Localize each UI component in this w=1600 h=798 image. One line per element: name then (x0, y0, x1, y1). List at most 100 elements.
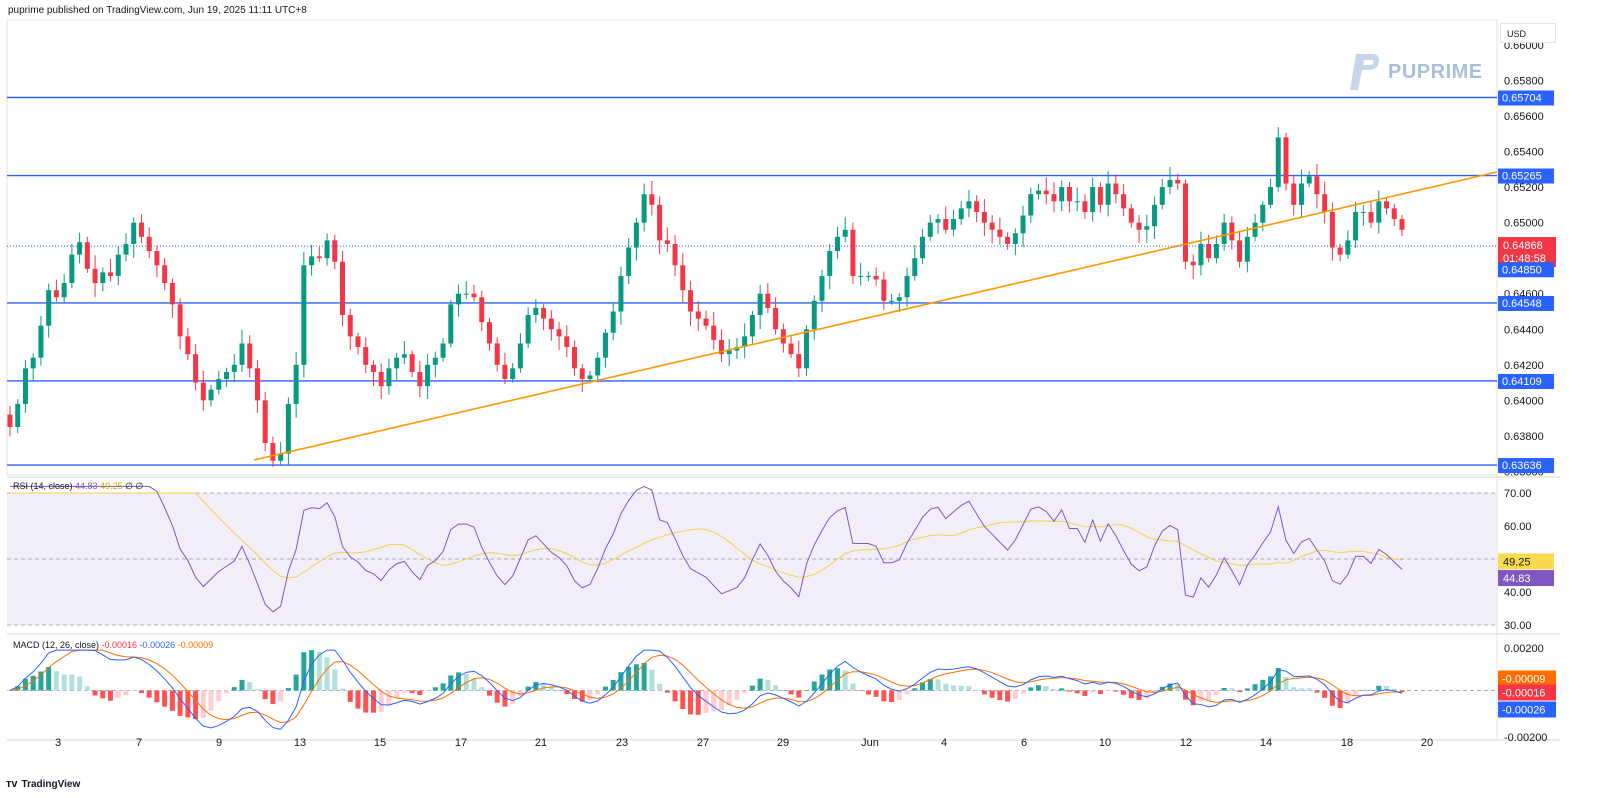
macd-hist-bar (486, 690, 492, 696)
candle-body (486, 322, 492, 344)
candle-body (1090, 187, 1096, 212)
candle-body (401, 354, 407, 358)
macd-hist-bar (479, 687, 485, 691)
macd-hist-bar (301, 652, 307, 691)
candle-body (541, 307, 547, 319)
trendline (253, 171, 1498, 461)
candle-body (61, 283, 67, 298)
level-badge-label: 0.65704 (1502, 92, 1542, 104)
price-badge-label: 0.64850 (1502, 264, 1542, 276)
macd-hist-bar (1244, 688, 1250, 691)
candle-body (811, 300, 817, 330)
macd-hist-bar (278, 690, 284, 702)
macd-hist-bar (1036, 685, 1042, 691)
macd-hist-bar (811, 681, 817, 691)
macd-hist-bar (1198, 690, 1204, 702)
candle-body (1345, 240, 1351, 255)
candle-body (989, 222, 995, 230)
macd-hist-bar (448, 675, 454, 691)
candle-body (154, 251, 160, 266)
macd-hist-bar (780, 690, 786, 691)
macd-hist-bar (1384, 686, 1390, 691)
time-tick-label: 3 (55, 737, 61, 749)
macd-hist-bar (1105, 690, 1111, 691)
macd-hist-bar (1376, 685, 1382, 691)
candle-body (881, 279, 887, 301)
candle-body (1182, 183, 1188, 262)
macd-hist-bar (61, 674, 67, 691)
macd-badge (1498, 701, 1556, 718)
candle-body (858, 275, 864, 277)
candle-body (1229, 222, 1235, 241)
macd-badge (1498, 670, 1556, 687)
macd-line (9, 649, 1403, 730)
candle-body (1167, 179, 1173, 188)
candle-body (672, 243, 678, 266)
brand-watermark: PUPRIME (1346, 52, 1483, 92)
macd-tick-label: 0.00200 (1504, 643, 1544, 655)
candle-body (1066, 187, 1072, 202)
macd-hist-bar (842, 670, 848, 691)
candle-body (1298, 183, 1304, 205)
candle-body (1121, 194, 1127, 209)
candle-body (1028, 194, 1034, 216)
last-price-label: 0.64868 (1503, 240, 1543, 252)
candle-body (1059, 187, 1065, 202)
candle-body (22, 368, 28, 404)
macd-hist-bar (254, 689, 260, 691)
candle-body (595, 357, 601, 376)
candle-body (950, 219, 956, 230)
macd-hist-bar (1329, 690, 1335, 706)
macd-hist-bar (293, 674, 299, 691)
macd-hist-bar (873, 690, 879, 697)
candle-body (788, 343, 794, 355)
macd-hist-bar (494, 690, 500, 703)
candle-body (7, 414, 13, 428)
candle-body (889, 300, 895, 302)
time-tick-label: 23 (616, 737, 628, 749)
macd-hist-bar (1260, 679, 1266, 691)
macd-hist-bar (935, 679, 941, 691)
macd-hist-bar (1113, 690, 1119, 692)
candle-body (270, 443, 276, 461)
macd-hist-bar (695, 690, 701, 715)
level-badge (1498, 168, 1554, 184)
candle-body (1036, 190, 1042, 195)
macd-hist-bar (1399, 690, 1405, 692)
price-tick-label: 0.65000 (1504, 218, 1544, 230)
macd-hist-bar (270, 690, 276, 705)
candle-body (657, 204, 663, 241)
macd-hist-bar (850, 683, 856, 691)
macd-hist-bar (649, 669, 655, 691)
currency-selector[interactable]: USD (1500, 23, 1556, 43)
macd-hist-bar (1152, 690, 1158, 693)
candle-body (115, 254, 121, 276)
last-price-badge (1498, 237, 1556, 268)
price-tick-label: 0.65400 (1504, 147, 1544, 159)
macd-hist-bar (216, 690, 222, 702)
macd-hist-bar (193, 690, 199, 720)
candle-body (1213, 243, 1219, 259)
macd-hist-bar (1121, 690, 1127, 695)
macd-hist-bar (53, 671, 59, 691)
candle-body (224, 371, 230, 380)
time-tick-label: 6 (1021, 737, 1027, 749)
candle-body (602, 332, 608, 358)
macd-hist-bar (1360, 689, 1366, 691)
candle-body (896, 297, 902, 301)
candle-body (177, 304, 183, 337)
candle-body (1244, 236, 1250, 262)
candle-body (773, 307, 779, 330)
candle-body (610, 311, 616, 333)
macd-hist-bar (1074, 690, 1080, 694)
rsi-tick-label: 30.00 (1504, 620, 1532, 632)
macd-hist-bar (1082, 690, 1088, 696)
candle-body (1268, 187, 1274, 205)
candle-body (1384, 201, 1390, 209)
macd-hist-bar (1051, 689, 1057, 691)
candle-body (301, 265, 307, 365)
candle-body (278, 453, 284, 461)
macd-hist-bar (564, 690, 570, 695)
candle-body (100, 272, 106, 284)
